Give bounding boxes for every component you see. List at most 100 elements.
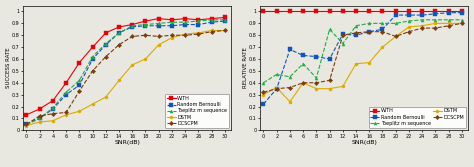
Toeplitz m sequence [50,107,56,109]
Line: Random Bernoulli: Random Bernoulli [262,11,464,106]
Toeplitz m sequence [156,22,162,24]
DCSCPM [287,87,293,89]
Random Bernoulli [313,56,319,58]
Random Bernoulli [340,33,346,35]
Line: DSTM: DSTM [25,29,227,127]
DSTM [76,110,82,112]
X-axis label: SNR(dB): SNR(dB) [114,140,140,145]
WiTH [380,11,385,13]
DSTM [24,125,29,127]
Random Bernoulli [24,123,29,125]
DCSCPM [340,34,346,36]
DSTM [50,120,56,122]
Random Bernoulli [446,12,451,14]
DSTM [340,85,346,87]
Toeplitz m sequence [222,19,228,21]
DCSCPM [196,33,201,35]
WiTH [274,11,280,13]
WiTH [393,11,399,13]
Random Bernoulli [37,117,43,119]
Toeplitz m sequence [419,19,425,21]
Random Bernoulli [459,12,465,14]
DCSCPM [433,27,438,29]
Toeplitz m sequence [90,56,95,58]
WiTH [353,11,359,13]
DCSCPM [116,44,122,46]
DCSCPM [406,31,412,33]
Line: Toeplitz m sequence: Toeplitz m sequence [25,18,227,126]
WiTH [116,26,122,28]
Toeplitz m sequence [406,20,412,22]
Random Bernoulli [209,21,214,23]
DSTM [366,62,372,64]
DCSCPM [446,25,451,27]
Toeplitz m sequence [196,20,201,22]
Toeplitz m sequence [261,82,266,84]
WiTH [287,11,293,13]
Toeplitz m sequence [169,21,175,23]
WiTH [340,11,346,13]
DCSCPM [90,70,95,72]
WiTH [446,11,451,13]
WiTH [327,11,332,13]
WiTH [129,24,135,26]
Random Bernoulli [301,54,306,56]
Random Bernoulli [419,14,425,16]
Legend: WiTH, Random Bernoulli, Toeplitz m sequence, DSTM, DCSCPM: WiTH, Random Bernoulli, Toeplitz m seque… [368,107,466,128]
Random Bernoulli [274,88,280,90]
Random Bernoulli [353,34,359,36]
Random Bernoulli [50,108,56,110]
Random Bernoulli [90,58,95,60]
DCSCPM [459,22,465,24]
WiTH [313,11,319,13]
Random Bernoulli [129,26,135,28]
DCSCPM [50,113,56,115]
DSTM [37,121,43,123]
Toeplitz m sequence [313,77,319,79]
DCSCPM [156,35,162,37]
DSTM [222,30,228,32]
Toeplitz m sequence [366,22,372,24]
WiTH [37,108,43,110]
DCSCPM [274,88,280,90]
DSTM [64,114,69,116]
Random Bernoulli [116,32,122,34]
DSTM [419,25,425,27]
DCSCPM [327,79,332,81]
Toeplitz m sequence [301,63,306,65]
Random Bernoulli [169,25,175,27]
DSTM [143,58,148,60]
WiTH [50,100,56,102]
DCSCPM [301,82,306,84]
WiTH [76,62,82,64]
Toeplitz m sequence [274,73,280,75]
WiTH [459,11,465,13]
Random Bernoulli [327,58,332,60]
DSTM [209,30,214,32]
Line: DCSCPM: DCSCPM [25,29,227,126]
WiTH [406,11,412,13]
Random Bernoulli [406,14,412,16]
DCSCPM [209,31,214,33]
Random Bernoulli [196,24,201,26]
Toeplitz m sequence [287,76,293,78]
DSTM [196,32,201,34]
DCSCPM [76,90,82,92]
Random Bernoulli [433,13,438,15]
WiTH [209,18,214,20]
WiTH [24,114,29,116]
Toeplitz m sequence [37,117,43,119]
DCSCPM [129,35,135,37]
Toeplitz m sequence [103,43,109,45]
DSTM [261,94,266,96]
Line: DCSCPM: DCSCPM [262,22,464,94]
DSTM [156,44,162,46]
Toeplitz m sequence [24,123,29,125]
DCSCPM [182,34,188,36]
DSTM [393,35,399,37]
WiTH [169,19,175,21]
Toeplitz m sequence [393,22,399,24]
DSTM [103,96,109,98]
WiTH [64,82,69,84]
DSTM [380,46,385,48]
